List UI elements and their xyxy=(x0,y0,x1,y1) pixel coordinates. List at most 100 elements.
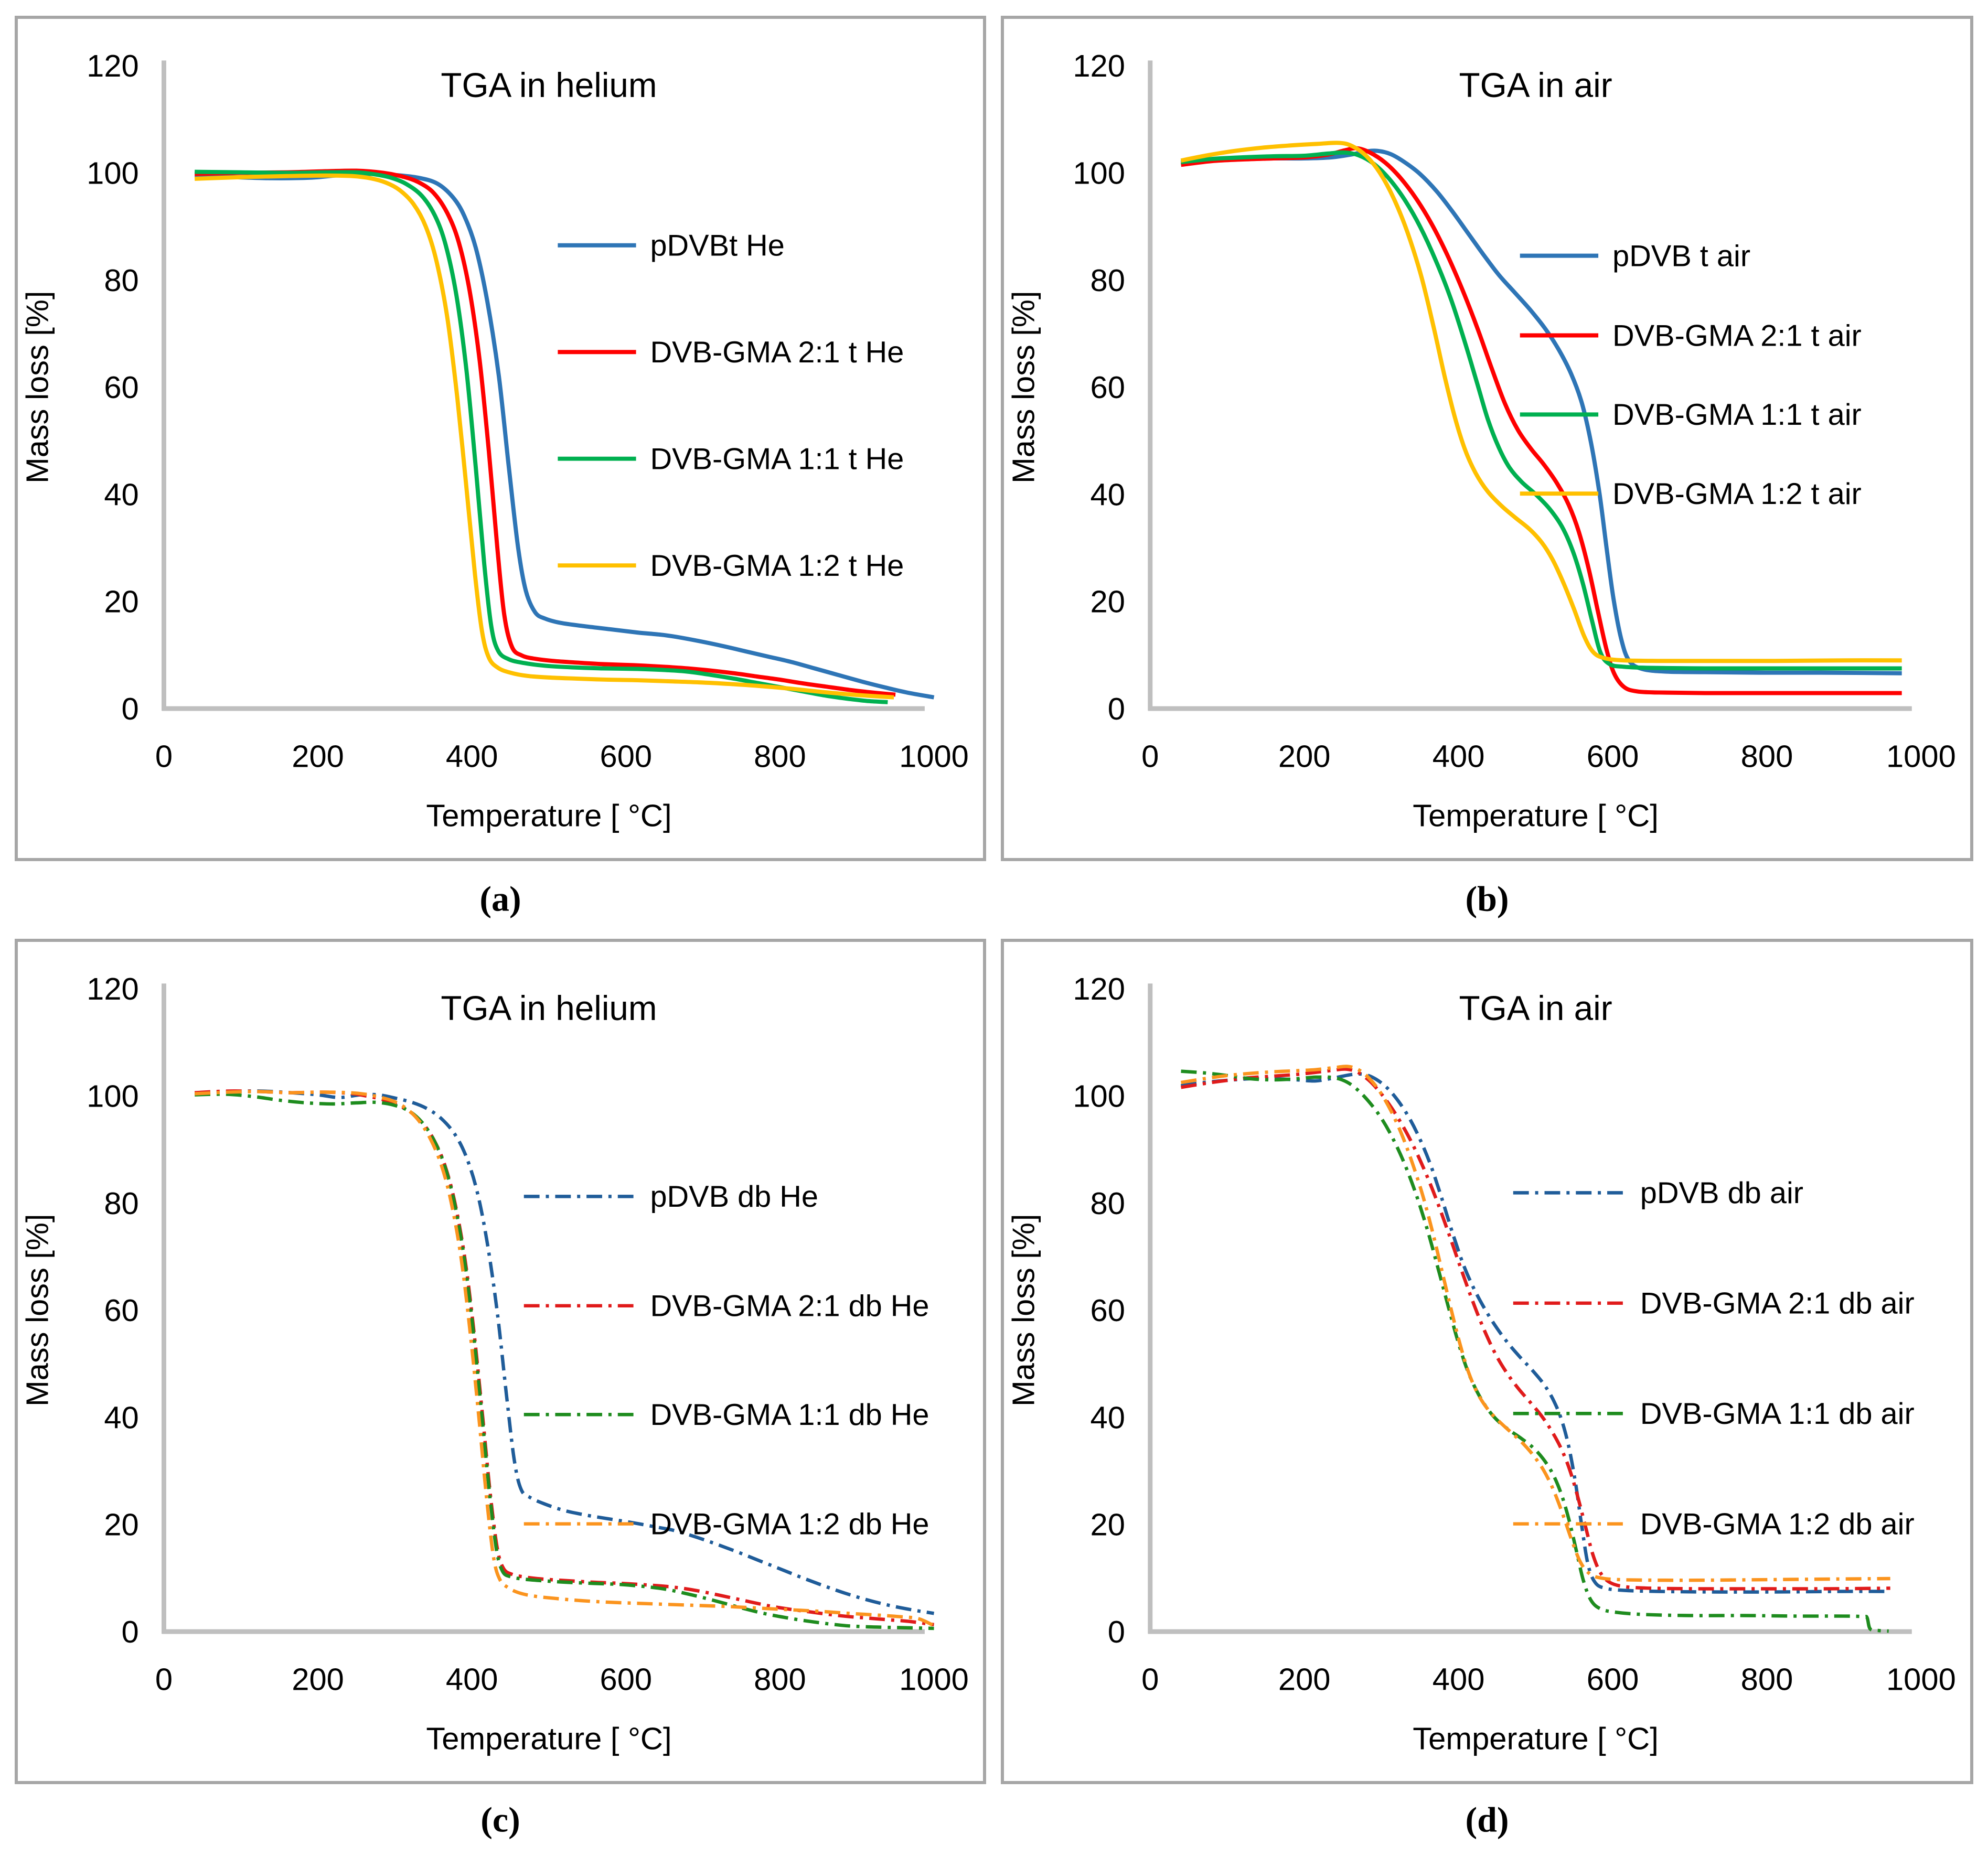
x-axis-title: Temperature [ °C] xyxy=(1413,798,1659,833)
y-tick-label: 0 xyxy=(1108,691,1125,726)
legend-label-dvb-gma-2-1-db-air: DVB-GMA 2:1 db air xyxy=(1640,1287,1915,1321)
legend-label-pdvb-db-he: pDVB db He xyxy=(650,1180,818,1214)
x-tick-label: 200 xyxy=(292,1661,344,1697)
legend-label-pdvb-t-air: pDVB t air xyxy=(1612,240,1750,273)
x-tick-label: 400 xyxy=(446,1661,498,1697)
x-tick-label: 1000 xyxy=(1886,1661,1956,1697)
y-tick-label: 120 xyxy=(1073,48,1125,83)
chart-c-svg: 0 20 40 60 80 100 120 0 200 400 600 800 1000 TGA in h… xyxy=(20,971,969,1756)
x-tick-label: 600 xyxy=(1587,1661,1639,1697)
legend-label-dvb-gma-1-1-db-he: DVB-GMA 1:1 db He xyxy=(650,1398,929,1432)
y-tick-label: 80 xyxy=(1091,263,1125,298)
y-tick-label: 60 xyxy=(1091,1293,1125,1328)
series-line-dvb-gma-1-2-db-air xyxy=(1181,1065,1890,1582)
x-tick-label: 200 xyxy=(1278,1661,1331,1697)
y-tick-label: 120 xyxy=(1073,971,1125,1006)
series-line-pdvb-db-air xyxy=(1181,1072,1890,1594)
y-tick-label: 60 xyxy=(1091,370,1125,405)
legend-label-dvb-gma-2-1-db-he: DVB-GMA 2:1 db He xyxy=(650,1290,929,1323)
series-line-dvb-gma-2-1-db-air xyxy=(1181,1067,1890,1591)
legend-label-dvb-gma-1-1-t-air: DVB-GMA 1:1 t air xyxy=(1612,398,1862,432)
y-tick-label: 80 xyxy=(104,1186,138,1221)
x-axis-title: Temperature [ °C] xyxy=(1413,1721,1659,1756)
y-tick-label: 100 xyxy=(87,1079,139,1114)
x-tick-label: 1000 xyxy=(1886,738,1956,774)
series-line-dvb-gma-2-1-t-he xyxy=(195,168,896,697)
panel-a-tga-helium-t: 0 20 40 60 80 100 120 0 200 400 600 800 1000 TGA in h… xyxy=(15,16,986,861)
panel-d-tga-air-db: 0 20 40 60 80 100 120 0 200 400 600 800 1000 TGA in a… xyxy=(1001,939,1973,1784)
chart-title: TGA in air xyxy=(1459,66,1612,104)
x-axis-title: Temperature [ °C] xyxy=(426,798,671,833)
panel-c-tga-helium-db: 0 20 40 60 80 100 120 0 200 400 600 800 1000 TGA in h… xyxy=(15,939,986,1784)
chart-a-svg: 0 20 40 60 80 100 120 0 200 400 600 800 1000 TGA in h… xyxy=(20,48,969,833)
x-tick-label: 600 xyxy=(600,738,653,774)
y-axis-title: Mass loss [%] xyxy=(20,1214,55,1407)
caption-panel-c: (c) xyxy=(480,1799,520,1840)
legend-label-dvb-gma-2-1-t-air: DVB-GMA 2:1 t air xyxy=(1612,319,1862,352)
y-tick-label: 20 xyxy=(104,584,138,619)
y-tick-label: 60 xyxy=(104,1293,138,1328)
caption-panel-d: (d) xyxy=(1465,1799,1509,1840)
y-tick-label: 40 xyxy=(104,477,138,512)
y-axis-title: Mass loss [%] xyxy=(1006,291,1041,484)
y-tick-label: 20 xyxy=(104,1507,138,1542)
y-tick-label: 100 xyxy=(87,156,139,191)
x-tick-label: 800 xyxy=(1741,1661,1793,1697)
y-tick-label: 100 xyxy=(1073,1079,1125,1114)
legend-label-dvb-gma-1-2-t-he: DVB-GMA 1:2 t He xyxy=(650,549,904,583)
legend-label-pdvbt-he: pDVBt He xyxy=(650,229,784,263)
series-line-dvb-gma-1-1-db-air xyxy=(1181,1069,1889,1633)
y-tick-label: 100 xyxy=(1073,156,1125,191)
y-tick-label: 0 xyxy=(1108,1614,1125,1649)
series-line-dvb-gma-2-1-t-air xyxy=(1181,146,1902,695)
series-line-dvb-gma-1-2-t-he xyxy=(195,173,894,700)
x-tick-label: 600 xyxy=(1587,738,1639,774)
series-line-pdvbt-he xyxy=(195,171,935,700)
x-tick-label: 0 xyxy=(1141,738,1159,774)
y-tick-label: 0 xyxy=(122,1614,139,1649)
x-tick-label: 400 xyxy=(1433,738,1485,774)
series-line-dvb-gma-1-1-t-he xyxy=(195,169,888,704)
x-tick-label: 0 xyxy=(1141,1661,1159,1697)
x-tick-label: 600 xyxy=(600,1661,653,1697)
chart-title: TGA in air xyxy=(1459,989,1612,1027)
legend-label-dvb-gma-2-1-t-he: DVB-GMA 2:1 t He xyxy=(650,336,904,369)
y-tick-label: 80 xyxy=(1091,1186,1125,1221)
x-tick-label: 0 xyxy=(155,1661,173,1697)
series-line-dvb-gma-2-1-db-he xyxy=(194,1089,934,1627)
x-tick-label: 200 xyxy=(1278,738,1331,774)
chart-b-svg: 0 20 40 60 80 100 120 0 200 400 600 800 1000 TGA in a… xyxy=(1006,48,1956,833)
caption-panel-b: (b) xyxy=(1465,878,1509,919)
x-tick-label: 0 xyxy=(155,738,173,774)
legend-label-dvb-gma-1-2-t-air: DVB-GMA 1:2 t air xyxy=(1612,477,1862,511)
series-line-dvb-gma-1-1-t-air xyxy=(1181,150,1902,671)
x-tick-label: 1000 xyxy=(899,1661,969,1697)
y-tick-label: 40 xyxy=(104,1400,138,1435)
legend-label-dvb-gma-1-2-db-he: DVB-GMA 1:2 db He xyxy=(650,1508,929,1541)
y-tick-label: 20 xyxy=(1091,1507,1125,1542)
x-tick-label: 800 xyxy=(1741,738,1793,774)
y-tick-label: 40 xyxy=(1091,1400,1125,1435)
y-tick-label: 120 xyxy=(87,48,139,83)
legend-label-dvb-gma-1-1-db-air: DVB-GMA 1:1 db air xyxy=(1640,1397,1915,1431)
y-tick-label: 120 xyxy=(87,971,139,1006)
chart-d-svg: 0 20 40 60 80 100 120 0 200 400 600 800 1000 TGA in a… xyxy=(1006,971,1956,1756)
y-axis-title: Mass loss [%] xyxy=(1006,1214,1041,1407)
y-tick-label: 40 xyxy=(1091,477,1125,512)
x-tick-label: 1000 xyxy=(899,738,969,774)
y-tick-label: 80 xyxy=(104,263,138,298)
y-tick-label: 20 xyxy=(1091,584,1125,619)
x-tick-label: 800 xyxy=(754,1661,806,1697)
chart-title: TGA in helium xyxy=(441,66,657,104)
y-axis-title: Mass loss [%] xyxy=(20,291,55,484)
caption-panel-a: (a) xyxy=(479,878,521,919)
series-line-dvb-gma-1-2-t-air xyxy=(1180,141,1902,663)
y-tick-label: 60 xyxy=(104,370,138,405)
panel-b-tga-air-t: 0 20 40 60 80 100 120 0 200 400 600 800 1000 TGA in a… xyxy=(1001,16,1973,861)
legend-label-dvb-gma-1-2-db-air: DVB-GMA 1:2 db air xyxy=(1640,1508,1915,1541)
x-tick-label: 200 xyxy=(292,738,344,774)
chart-title: TGA in helium xyxy=(441,989,657,1027)
x-tick-label: 800 xyxy=(754,738,806,774)
series-line-dvb-gma-1-1-db-he xyxy=(195,1092,934,1630)
